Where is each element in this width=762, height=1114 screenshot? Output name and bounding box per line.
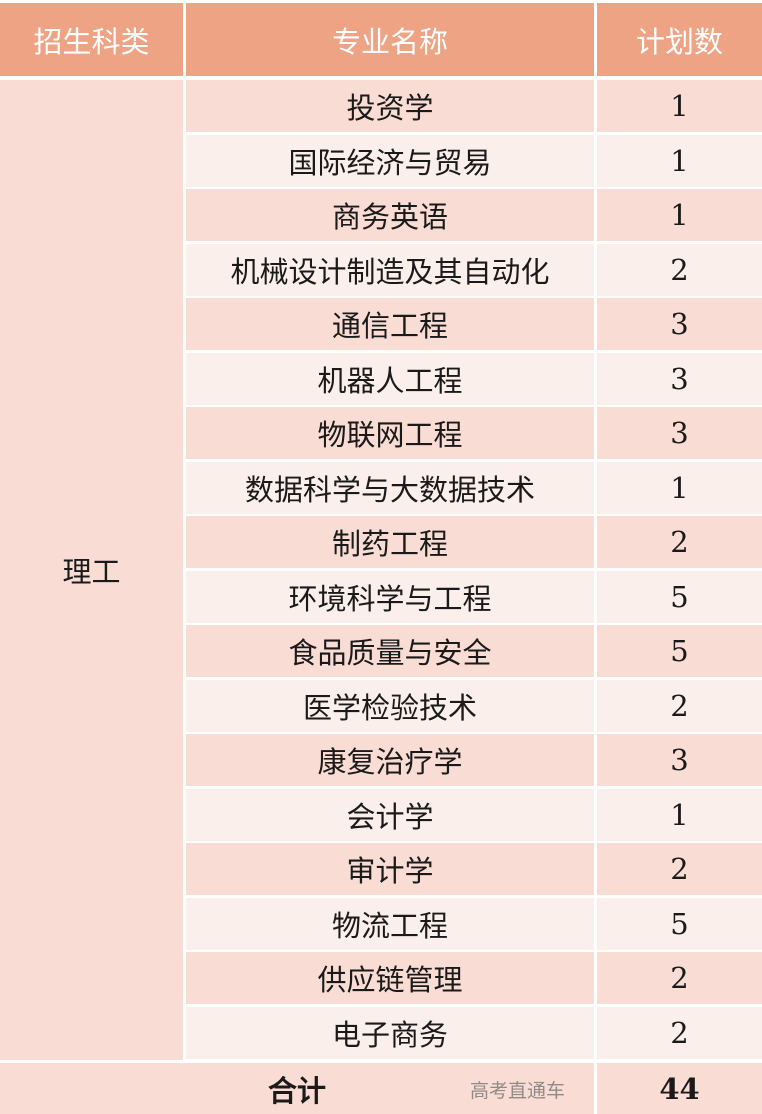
header-category: 招生科类 bbox=[0, 3, 183, 76]
table-row-plan: 5 bbox=[597, 897, 762, 950]
table-row-plan: 2 bbox=[597, 952, 762, 1004]
table-row-plan: 2 bbox=[597, 1006, 762, 1059]
table-row-plan: 1 bbox=[597, 134, 762, 187]
table-row-major: 国际经济与贸易 bbox=[186, 134, 594, 187]
table-row-major: 通信工程 bbox=[186, 298, 594, 350]
header-major: 专业名称 bbox=[186, 3, 594, 76]
table-row-major: 物联网工程 bbox=[186, 407, 594, 459]
table-row-major: 物流工程 bbox=[186, 897, 594, 950]
total-value: 44 bbox=[597, 1063, 762, 1114]
table-row-plan: 3 bbox=[597, 298, 762, 350]
table-row-plan: 3 bbox=[597, 734, 762, 786]
table-row-major: 商务英语 bbox=[186, 189, 594, 241]
table-row-major: 电子商务 bbox=[186, 1006, 594, 1059]
table-row-plan: 1 bbox=[597, 788, 762, 841]
table-row-plan: 3 bbox=[597, 407, 762, 459]
table-row-plan: 1 bbox=[597, 80, 762, 132]
table-row-plan: 1 bbox=[597, 461, 762, 514]
table-row-major: 医学检验技术 bbox=[186, 679, 594, 732]
category-cell: 理工 bbox=[0, 80, 183, 1060]
table-row-plan: 2 bbox=[597, 843, 762, 895]
total-label: 合计 bbox=[0, 1063, 594, 1114]
table-row-plan: 3 bbox=[597, 352, 762, 405]
table-row-major: 数据科学与大数据技术 bbox=[186, 461, 594, 514]
table-row-plan: 1 bbox=[597, 189, 762, 241]
table-row-major: 供应链管理 bbox=[186, 952, 594, 1004]
table-row-plan: 2 bbox=[597, 243, 762, 296]
table-row-major: 会计学 bbox=[186, 788, 594, 841]
table-row-major: 机械设计制造及其自动化 bbox=[186, 243, 594, 296]
table-row-major: 机器人工程 bbox=[186, 352, 594, 405]
table-row-plan: 2 bbox=[597, 516, 762, 568]
table-row-plan: 2 bbox=[597, 679, 762, 732]
table-row-major: 环境科学与工程 bbox=[186, 570, 594, 623]
table-row-plan: 5 bbox=[597, 570, 762, 623]
table-row-major: 康复治疗学 bbox=[186, 734, 594, 786]
header-plan: 计划数 bbox=[597, 3, 762, 76]
table-row-major: 审计学 bbox=[186, 843, 594, 895]
table-row-major: 投资学 bbox=[186, 80, 594, 132]
table-row-major: 食品质量与安全 bbox=[186, 625, 594, 677]
table-row-major: 制药工程 bbox=[186, 516, 594, 568]
table-row-plan: 5 bbox=[597, 625, 762, 677]
